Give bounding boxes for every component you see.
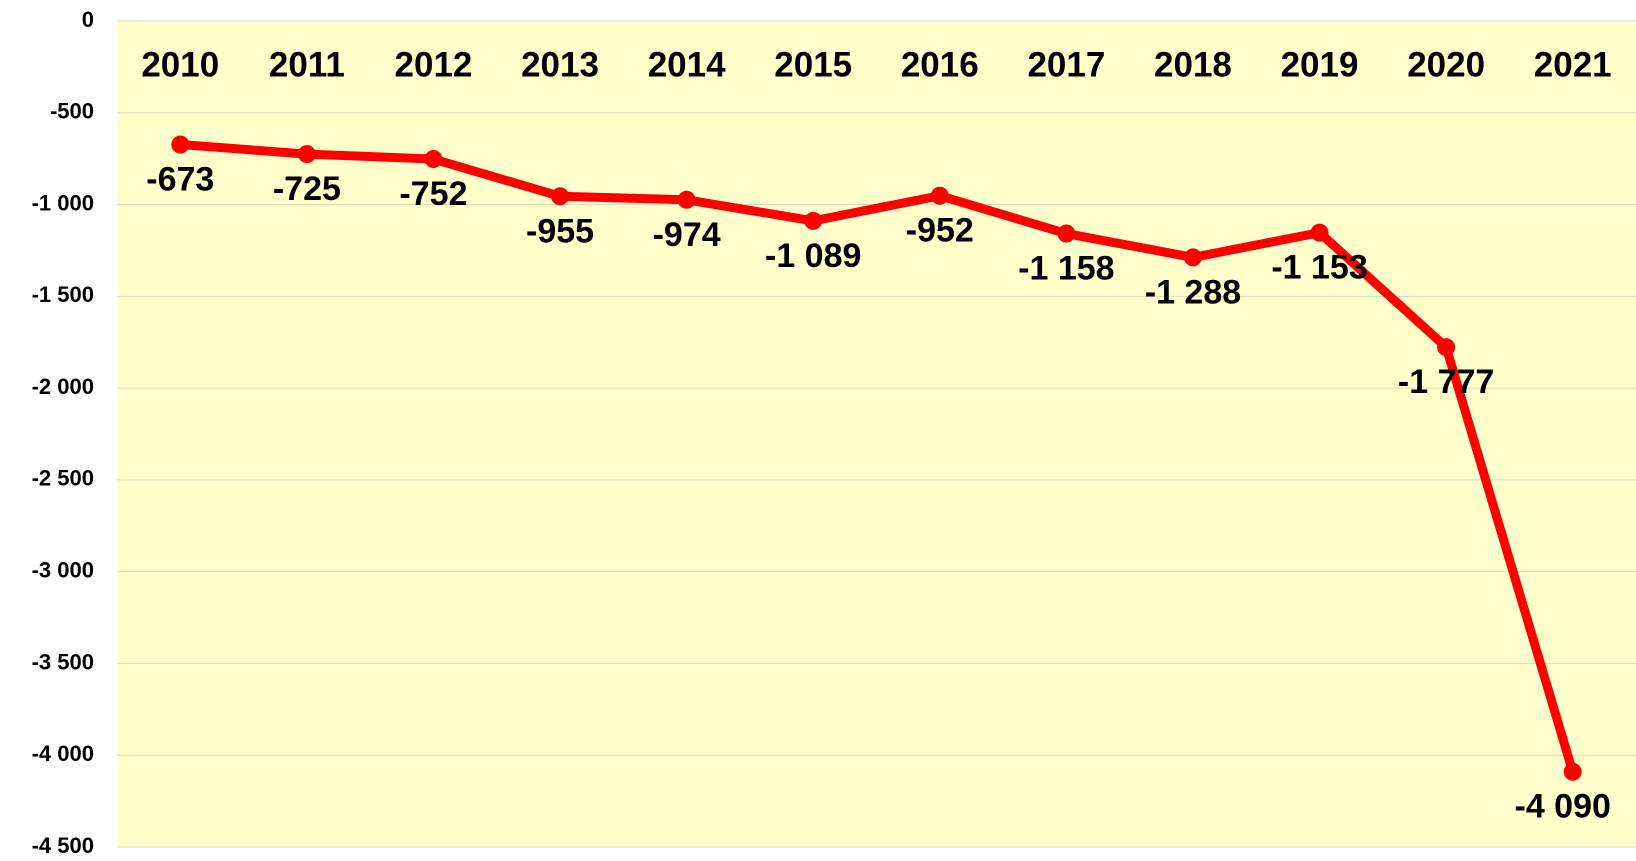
marker (1310, 223, 1329, 242)
y-tick-label: -4 000 (32, 741, 94, 766)
data-label: -1 158 (1018, 250, 1114, 288)
line (179, 140, 1578, 774)
y-tick-label: -1 000 (32, 190, 94, 215)
data-label: -1 089 (765, 237, 861, 275)
marker (930, 186, 949, 205)
data-label: -4 090 (1515, 788, 1611, 826)
data-label: -1 777 (1398, 363, 1494, 401)
data-label: -752 (399, 175, 467, 213)
x-tick-label: 2020 (1407, 45, 1485, 84)
y-tick-label: -2 500 (32, 466, 94, 491)
marker (171, 135, 190, 154)
marker (1183, 248, 1202, 267)
y-tick-label: -500 (50, 99, 94, 124)
marker (1437, 338, 1456, 357)
data-label: -974 (653, 216, 721, 254)
data-label: -725 (273, 170, 341, 208)
x-tick-label: 2011 (269, 45, 345, 84)
x-tick-label: 2012 (395, 45, 473, 84)
data-label: -952 (906, 212, 974, 250)
marker (1563, 762, 1582, 781)
marker (297, 145, 316, 164)
plot-area (117, 21, 1636, 847)
y-tick-label: -4 500 (32, 833, 94, 858)
x-tick-label: 2010 (141, 45, 219, 84)
y-tick-label: -3 500 (32, 649, 94, 674)
x-tick-label: 2013 (521, 45, 599, 84)
y-tick-label: -1 500 (32, 282, 94, 307)
x-tick-label: 2018 (1154, 45, 1232, 84)
y-tick-label: 0 (82, 7, 94, 32)
data-label: -1 153 (1271, 249, 1367, 287)
x-tick-label: 2014 (648, 45, 726, 84)
marker (551, 187, 570, 206)
marker (804, 211, 823, 230)
data-label: -1 288 (1145, 273, 1241, 311)
x-tick-label: 2015 (774, 45, 852, 84)
marker (1057, 224, 1076, 243)
data-label: -955 (526, 212, 594, 250)
marker (677, 190, 696, 209)
marker (424, 150, 443, 169)
x-tick-label: 2016 (901, 45, 979, 84)
x-tick-label: 2019 (1281, 45, 1359, 84)
data-label: -673 (146, 161, 214, 199)
x-tick-label: 2021 (1534, 45, 1612, 84)
x-tick-label: 2017 (1027, 45, 1105, 84)
y-tick-label: -3 000 (32, 557, 94, 582)
y-tick-label: -2 000 (32, 374, 94, 399)
